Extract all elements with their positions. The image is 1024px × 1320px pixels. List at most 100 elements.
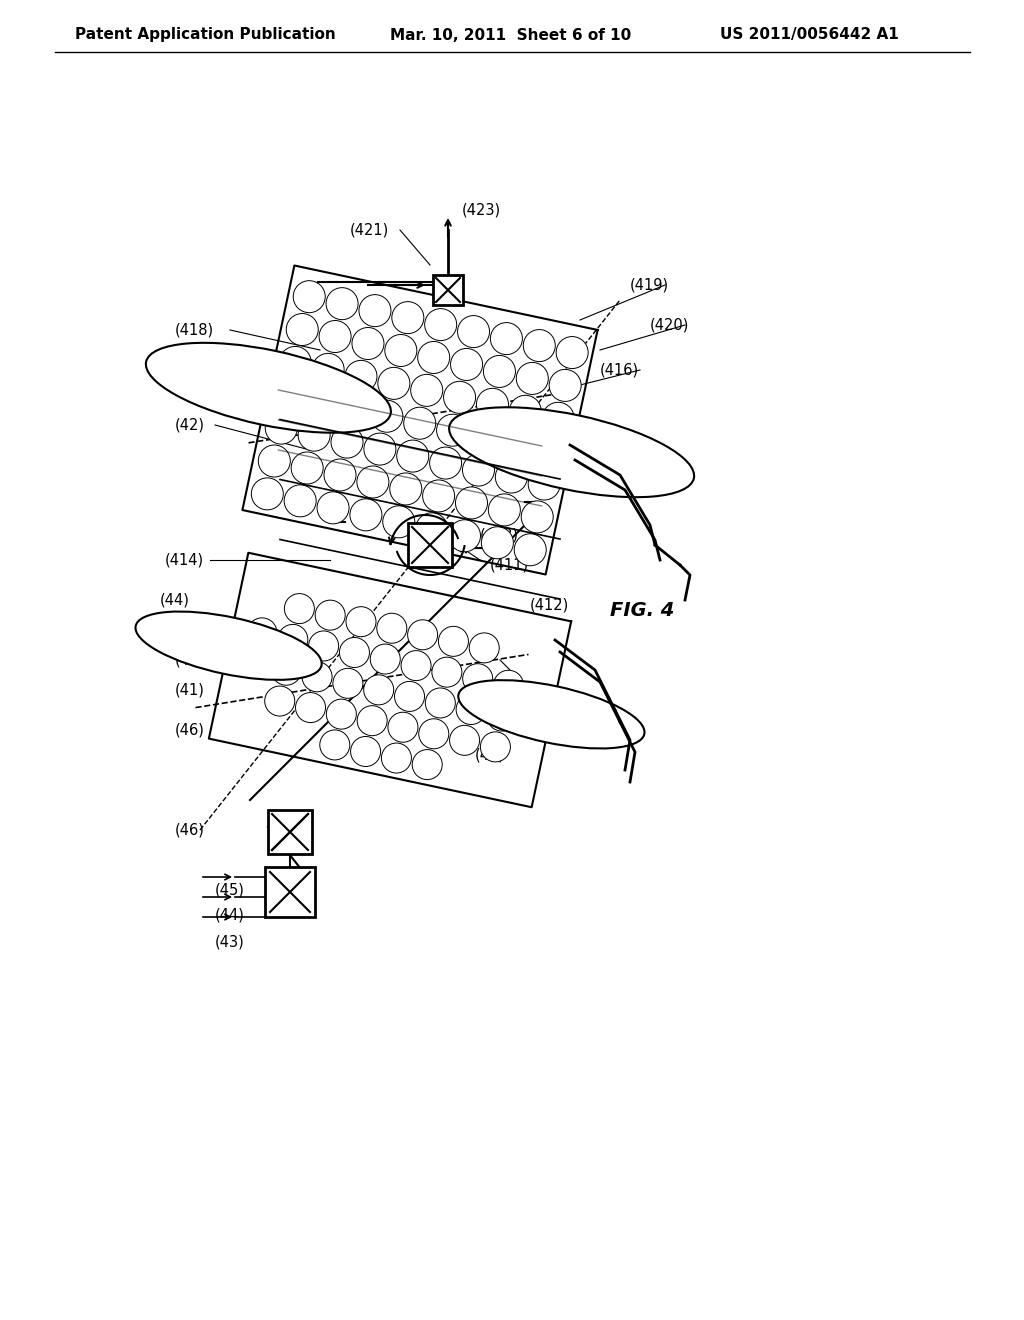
Text: (410): (410) [460,693,500,708]
Circle shape [469,421,502,453]
Circle shape [317,492,349,524]
Circle shape [450,725,479,755]
Circle shape [359,294,391,326]
Circle shape [430,447,462,479]
Circle shape [364,433,396,465]
Circle shape [272,379,304,412]
Circle shape [381,743,412,774]
Circle shape [312,354,344,385]
Text: (414): (414) [165,553,204,568]
Text: (49): (49) [475,747,505,763]
Circle shape [516,363,548,395]
Circle shape [411,375,442,407]
Text: (48): (48) [175,652,205,668]
Circle shape [241,648,270,678]
Circle shape [536,436,567,467]
Text: (43): (43) [215,935,245,949]
Circle shape [423,480,455,512]
Circle shape [509,395,542,428]
Text: Patent Application Publication: Patent Application Publication [75,28,336,42]
Circle shape [346,607,376,636]
FancyBboxPatch shape [433,275,463,305]
Circle shape [438,627,468,656]
FancyBboxPatch shape [268,810,312,854]
Circle shape [265,686,295,715]
Circle shape [364,675,393,705]
Circle shape [490,322,522,355]
Circle shape [319,730,350,760]
Circle shape [542,403,574,434]
Circle shape [523,330,555,362]
Circle shape [345,360,377,392]
Circle shape [449,520,480,552]
Circle shape [463,454,495,486]
Circle shape [247,618,278,648]
Text: (418): (418) [175,322,214,338]
Circle shape [258,445,290,477]
Text: (417): (417) [175,367,214,383]
Circle shape [503,428,535,461]
Circle shape [425,688,456,718]
Circle shape [371,400,402,432]
Circle shape [549,370,582,401]
Circle shape [324,459,356,491]
Circle shape [357,466,389,498]
Circle shape [271,655,301,685]
Circle shape [326,288,358,319]
Circle shape [394,681,425,711]
Circle shape [251,478,284,510]
Circle shape [443,381,475,413]
Circle shape [319,321,351,352]
Circle shape [456,487,487,519]
Text: US 2011/0056442 A1: US 2011/0056442 A1 [720,28,899,42]
Circle shape [378,367,410,400]
Circle shape [476,388,509,420]
Circle shape [487,701,517,731]
Text: (46): (46) [175,722,205,738]
Ellipse shape [459,680,644,748]
Circle shape [371,644,400,675]
Circle shape [416,512,447,545]
Polygon shape [243,265,598,574]
Circle shape [451,348,482,380]
Circle shape [390,473,422,506]
Circle shape [432,657,462,688]
Text: (45): (45) [215,883,245,898]
Circle shape [287,314,318,346]
Circle shape [496,461,527,494]
Circle shape [265,412,297,444]
Circle shape [383,506,415,537]
Circle shape [469,632,500,663]
Circle shape [480,731,510,762]
Circle shape [331,426,364,458]
Text: (419): (419) [630,277,669,293]
Circle shape [494,671,523,700]
Circle shape [385,334,417,367]
Circle shape [488,494,520,525]
Circle shape [339,638,370,668]
Circle shape [315,601,345,630]
Circle shape [556,337,588,368]
Text: (421): (421) [350,223,389,238]
Circle shape [418,342,450,374]
Circle shape [285,594,314,623]
Text: Mar. 10, 2011  Sheet 6 of 10: Mar. 10, 2011 Sheet 6 of 10 [390,28,631,42]
FancyBboxPatch shape [265,867,315,917]
Circle shape [403,407,436,440]
Text: (413): (413) [480,528,519,543]
Circle shape [408,620,437,649]
Circle shape [521,500,553,533]
Circle shape [357,706,387,735]
Circle shape [298,420,330,451]
Circle shape [396,440,429,473]
FancyBboxPatch shape [408,523,452,568]
Text: (44): (44) [215,908,245,923]
Polygon shape [209,553,571,808]
Circle shape [296,693,326,722]
Text: (42): (42) [175,417,205,433]
Circle shape [456,694,486,725]
Circle shape [392,302,424,334]
Text: (420): (420) [650,318,689,333]
Circle shape [377,614,407,643]
Circle shape [401,651,431,681]
